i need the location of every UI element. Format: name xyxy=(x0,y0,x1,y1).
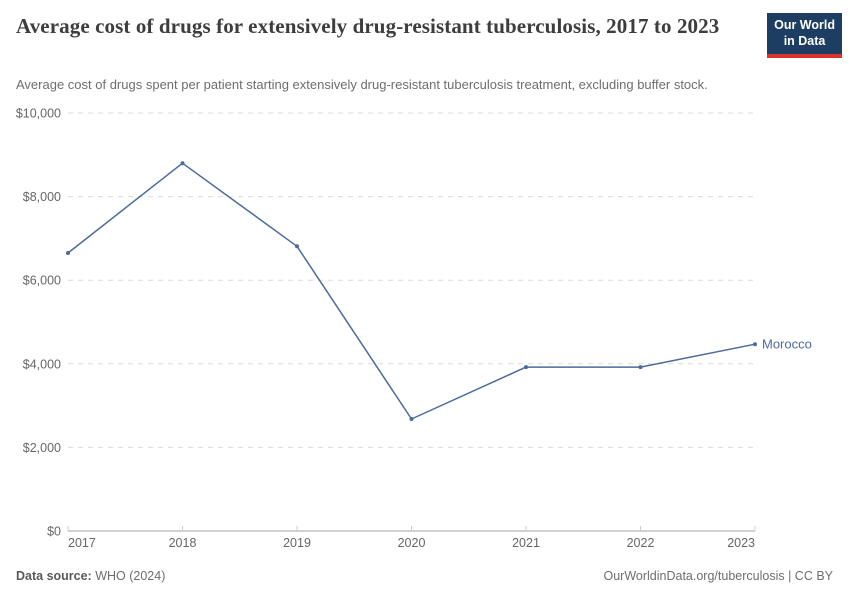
data-point[interactable] xyxy=(66,251,70,255)
owid-logo-line1: Our World xyxy=(774,18,835,32)
y-axis-tick-label: $6,000 xyxy=(23,274,61,288)
credit-link[interactable]: OurWorldinData.org/tuberculosis | CC BY xyxy=(603,569,834,583)
data-source: Data source: WHO (2024) xyxy=(16,569,165,583)
data-point[interactable] xyxy=(524,365,528,370)
x-axis-tick-label: 2018 xyxy=(169,536,197,550)
y-axis-tick-label: $4,000 xyxy=(23,357,61,371)
x-axis-tick-label: 2022 xyxy=(627,536,655,550)
owid-logo-line2: in Data xyxy=(783,33,826,48)
y-axis-tick-label: $0 xyxy=(47,525,61,539)
data-source-label: Data source: xyxy=(16,569,92,583)
chart-subtitle: Average cost of drugs spent per patient … xyxy=(16,77,708,92)
y-axis-tick-label: $8,000 xyxy=(23,190,61,204)
y-axis-tick-label: $2,000 xyxy=(23,441,61,455)
data-point[interactable] xyxy=(753,342,757,347)
data-source-value: WHO (2024) xyxy=(95,569,166,583)
x-axis-tick-label: 2021 xyxy=(512,536,540,550)
data-point[interactable] xyxy=(409,417,414,421)
data-point[interactable] xyxy=(638,365,643,370)
x-axis-tick-label: 2023 xyxy=(727,536,755,550)
data-point[interactable] xyxy=(295,244,299,249)
x-axis-tick-label: 2020 xyxy=(398,536,426,550)
series-line-morocco[interactable] xyxy=(67,162,756,420)
series-label-morocco[interactable]: Morocco xyxy=(762,337,812,352)
x-axis-tick-label: 2019 xyxy=(283,536,311,550)
data-point[interactable] xyxy=(180,161,185,166)
y-axis-tick-label: $10,000 xyxy=(16,107,61,121)
owid-logo[interactable]: Our World in Data xyxy=(767,13,842,59)
x-axis-tick-label: 2017 xyxy=(68,536,96,550)
chart-title: Average cost of drugs for extensively dr… xyxy=(16,14,720,38)
